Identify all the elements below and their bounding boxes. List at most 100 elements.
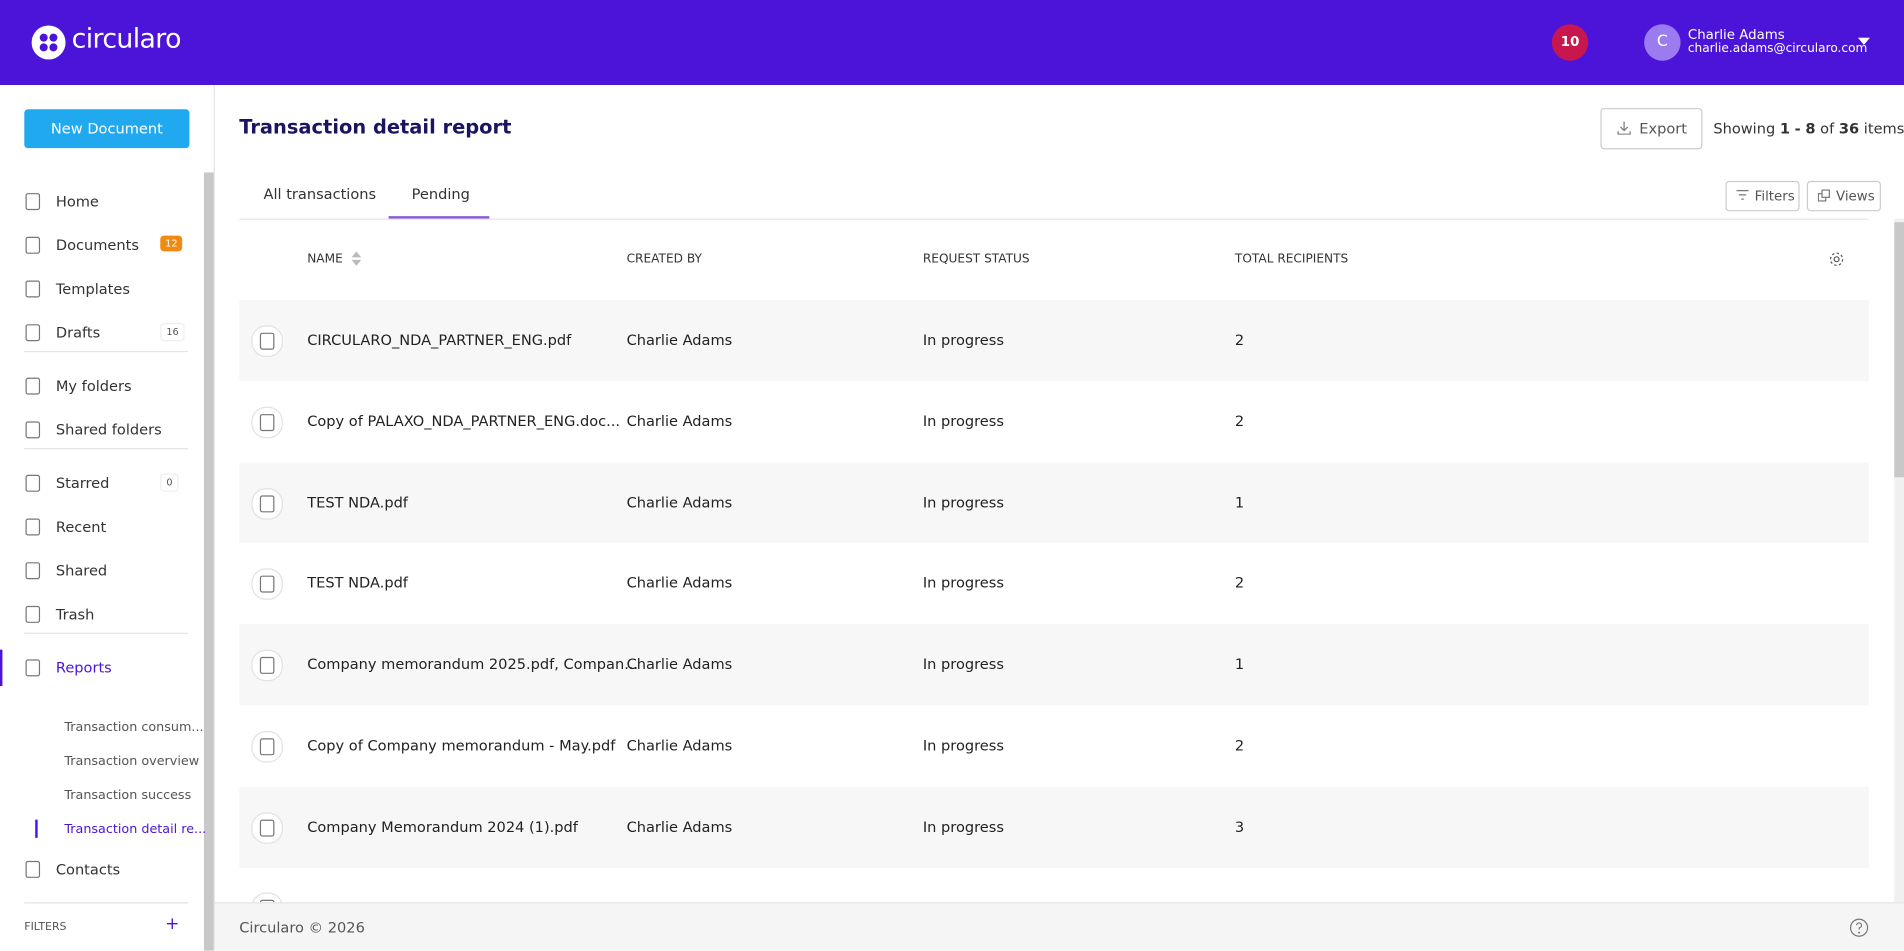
tab-active[interactable]: Pending <box>411 185 470 203</box>
text: items <box>1863 120 1904 138</box>
column-settings[interactable] <box>1829 251 1845 267</box>
nav-item[interactable]: Reports <box>0 649 204 687</box>
nav-item[interactable]: Contacts <box>0 851 204 887</box>
nav-item[interactable]: Documents 12 <box>0 227 204 263</box>
table-row[interactable]: Copy of PALAXO_NDA_PARTNER_ENG.doc... Cha… <box>239 381 1869 463</box>
cell: In progress <box>922 818 1004 836</box>
nav-item[interactable]: Trash <box>0 596 204 632</box>
cell: CIRCULARO_NDA_PARTNER_ENG.pdf <box>307 331 572 349</box>
table-row[interactable]: TEST NDA.pdf Charlie Adams In progress 1 <box>239 462 1869 544</box>
table-row[interactable]: Company memorandum 2025.pdf, Compan... Ch… <box>239 624 1869 706</box>
filters-label: Filters <box>1754 188 1795 205</box>
page-title: Transaction detail report <box>239 115 512 139</box>
column-header[interactable]: NAME <box>307 252 343 266</box>
nav-icon <box>25 421 41 439</box>
total: 36 <box>1838 120 1860 138</box>
range-end: 8 <box>1805 120 1816 138</box>
nav-badge: 16 <box>160 323 185 342</box>
table-row[interactable]: CIRCULARO_NDA_PARTNER_ENG.pdf Charlie Ada… <box>239 299 1869 382</box>
cell: Charlie Adams <box>626 737 733 755</box>
nav-icon <box>25 518 41 536</box>
nav-icon <box>25 562 41 580</box>
column-header: REQUEST STATUS <box>922 252 1030 266</box>
nav-item[interactable]: Home <box>0 183 204 219</box>
nav-item[interactable]: Drafts 16 <box>0 315 204 351</box>
export-label: Export <box>1639 120 1687 138</box>
report-link[interactable]: Transaction consum... <box>64 720 204 735</box>
cell: 2 <box>1234 331 1245 349</box>
notification-badge[interactable]: 10 <box>1551 24 1589 61</box>
nav-icon <box>25 193 41 211</box>
logo[interactable]: circularo <box>71 24 182 55</box>
sidebar-scrollbar <box>204 172 214 951</box>
document-icon <box>259 819 275 837</box>
views-label: Views <box>1836 188 1875 205</box>
user-email: charlie.adams@circularo.com <box>1687 42 1868 56</box>
filters-button[interactable]: Filters <box>1725 180 1800 212</box>
nav-item[interactable]: My folders <box>0 368 204 404</box>
table-row[interactable]: TEST NDA.pdf Charlie Adams In progress 2 <box>239 543 1869 625</box>
copyright: Circularo © 2026 <box>239 919 365 937</box>
nav-icon <box>25 860 41 878</box>
nav-label: Shared folders <box>55 421 162 439</box>
table-row[interactable]: Company Memorandum 2024 (1).pdf Charlie A… <box>239 786 1869 868</box>
nav-item[interactable]: Recent <box>0 509 204 545</box>
nav-label: Drafts <box>55 324 101 342</box>
new-document-button[interactable]: New Document <box>24 109 190 149</box>
add-filter[interactable]: + <box>165 914 180 934</box>
nav-label: My folders <box>55 377 132 395</box>
user-menu-caret[interactable] <box>1857 37 1871 47</box>
nav-icon <box>25 324 41 342</box>
cell: In progress <box>922 331 1004 349</box>
main-scrollbar <box>1894 218 1904 903</box>
tab[interactable]: All transactions <box>263 185 377 203</box>
document-icon <box>259 738 275 756</box>
cell: 2 <box>1234 412 1245 430</box>
separator <box>24 632 189 634</box>
nav-item[interactable]: Shared <box>0 553 204 589</box>
avatar[interactable]: C <box>1644 24 1681 61</box>
top-bar: circularo 10 C Charlie Adams charlie.ada… <box>0 0 1904 86</box>
nav-item[interactable]: Templates <box>0 271 204 307</box>
cell: Company memorandum 2025.pdf, Compan... <box>307 655 639 673</box>
cell: 2 <box>1234 737 1245 755</box>
report-link[interactable]: Transaction detail re... <box>64 822 207 837</box>
nav-badge: 12 <box>160 235 183 252</box>
sort-icon[interactable] <box>351 251 362 266</box>
separator <box>24 448 189 450</box>
document-icon <box>259 332 275 350</box>
cell: Company Memorandum 2024 (1).pdf <box>307 818 578 836</box>
views-button[interactable]: Views <box>1806 180 1881 212</box>
separator <box>24 350 189 353</box>
table-row[interactable]: Copy of Company memorandum - May.pdf Char… <box>239 705 1869 787</box>
footer: Circularo © 2026 <box>214 902 1904 951</box>
range-start: 1 <box>1779 120 1791 138</box>
report-link[interactable]: Transaction overview <box>64 754 200 769</box>
nav-item[interactable]: Starred 0 <box>0 465 204 501</box>
nav-label: Templates <box>55 280 130 298</box>
help-icon[interactable] <box>1849 918 1869 937</box>
file-icon <box>251 487 283 520</box>
cell: 3 <box>1234 818 1245 836</box>
nav-icon <box>25 474 41 492</box>
file-icon <box>251 325 283 358</box>
cell: 2 <box>1234 574 1245 592</box>
file-icon <box>251 406 283 439</box>
report-link[interactable]: Transaction success <box>64 788 192 803</box>
document-icon <box>259 657 275 675</box>
active-indicator <box>0 649 3 687</box>
nav-label: Home <box>55 193 99 211</box>
file-icon <box>251 812 283 844</box>
nav-item[interactable]: Shared folders <box>0 412 204 448</box>
cell: Charlie Adams <box>626 331 733 349</box>
cell: In progress <box>922 655 1004 673</box>
tabs-divider <box>239 218 1869 220</box>
nav-label: Shared <box>55 562 108 580</box>
nav-badge: 0 <box>160 473 179 492</box>
export-button[interactable]: Export <box>1600 108 1703 150</box>
cell: TEST NDA.pdf <box>307 574 408 592</box>
text: Showing <box>1713 120 1776 138</box>
nav-icon <box>25 280 41 298</box>
